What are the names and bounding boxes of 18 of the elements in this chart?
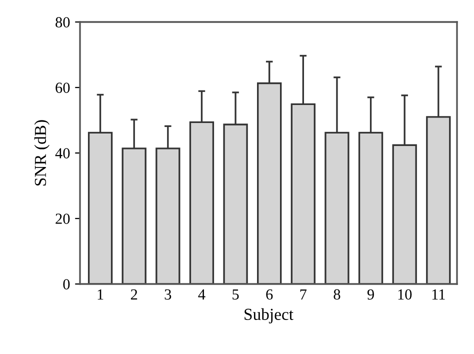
x-tick-label: 11 bbox=[432, 289, 445, 300]
x-tick-label: 5 bbox=[232, 289, 239, 300]
x-tick-label: 1 bbox=[98, 289, 104, 300]
x-tick-label: 8 bbox=[334, 289, 340, 300]
x-tick-label: 10 bbox=[398, 289, 412, 300]
x-tick-label: 6 bbox=[266, 289, 273, 300]
y-tick-label: 40 bbox=[55, 148, 70, 158]
y-tick-label: 60 bbox=[56, 82, 70, 93]
y-tick-label: 20 bbox=[56, 214, 70, 224]
x-tick-label: 4 bbox=[198, 289, 206, 300]
x-tick-label: 2 bbox=[130, 289, 138, 300]
y-tick-label: 80 bbox=[56, 17, 70, 28]
x-tick-label: 9 bbox=[367, 289, 374, 300]
x-tick-label: 3 bbox=[164, 289, 172, 300]
y-tick-label: 0 bbox=[63, 279, 70, 290]
x-tick-label: 7 bbox=[300, 289, 307, 300]
y-axis-title: SNR (dB) bbox=[34, 120, 50, 186]
x-axis-title: Subject bbox=[244, 308, 294, 324]
